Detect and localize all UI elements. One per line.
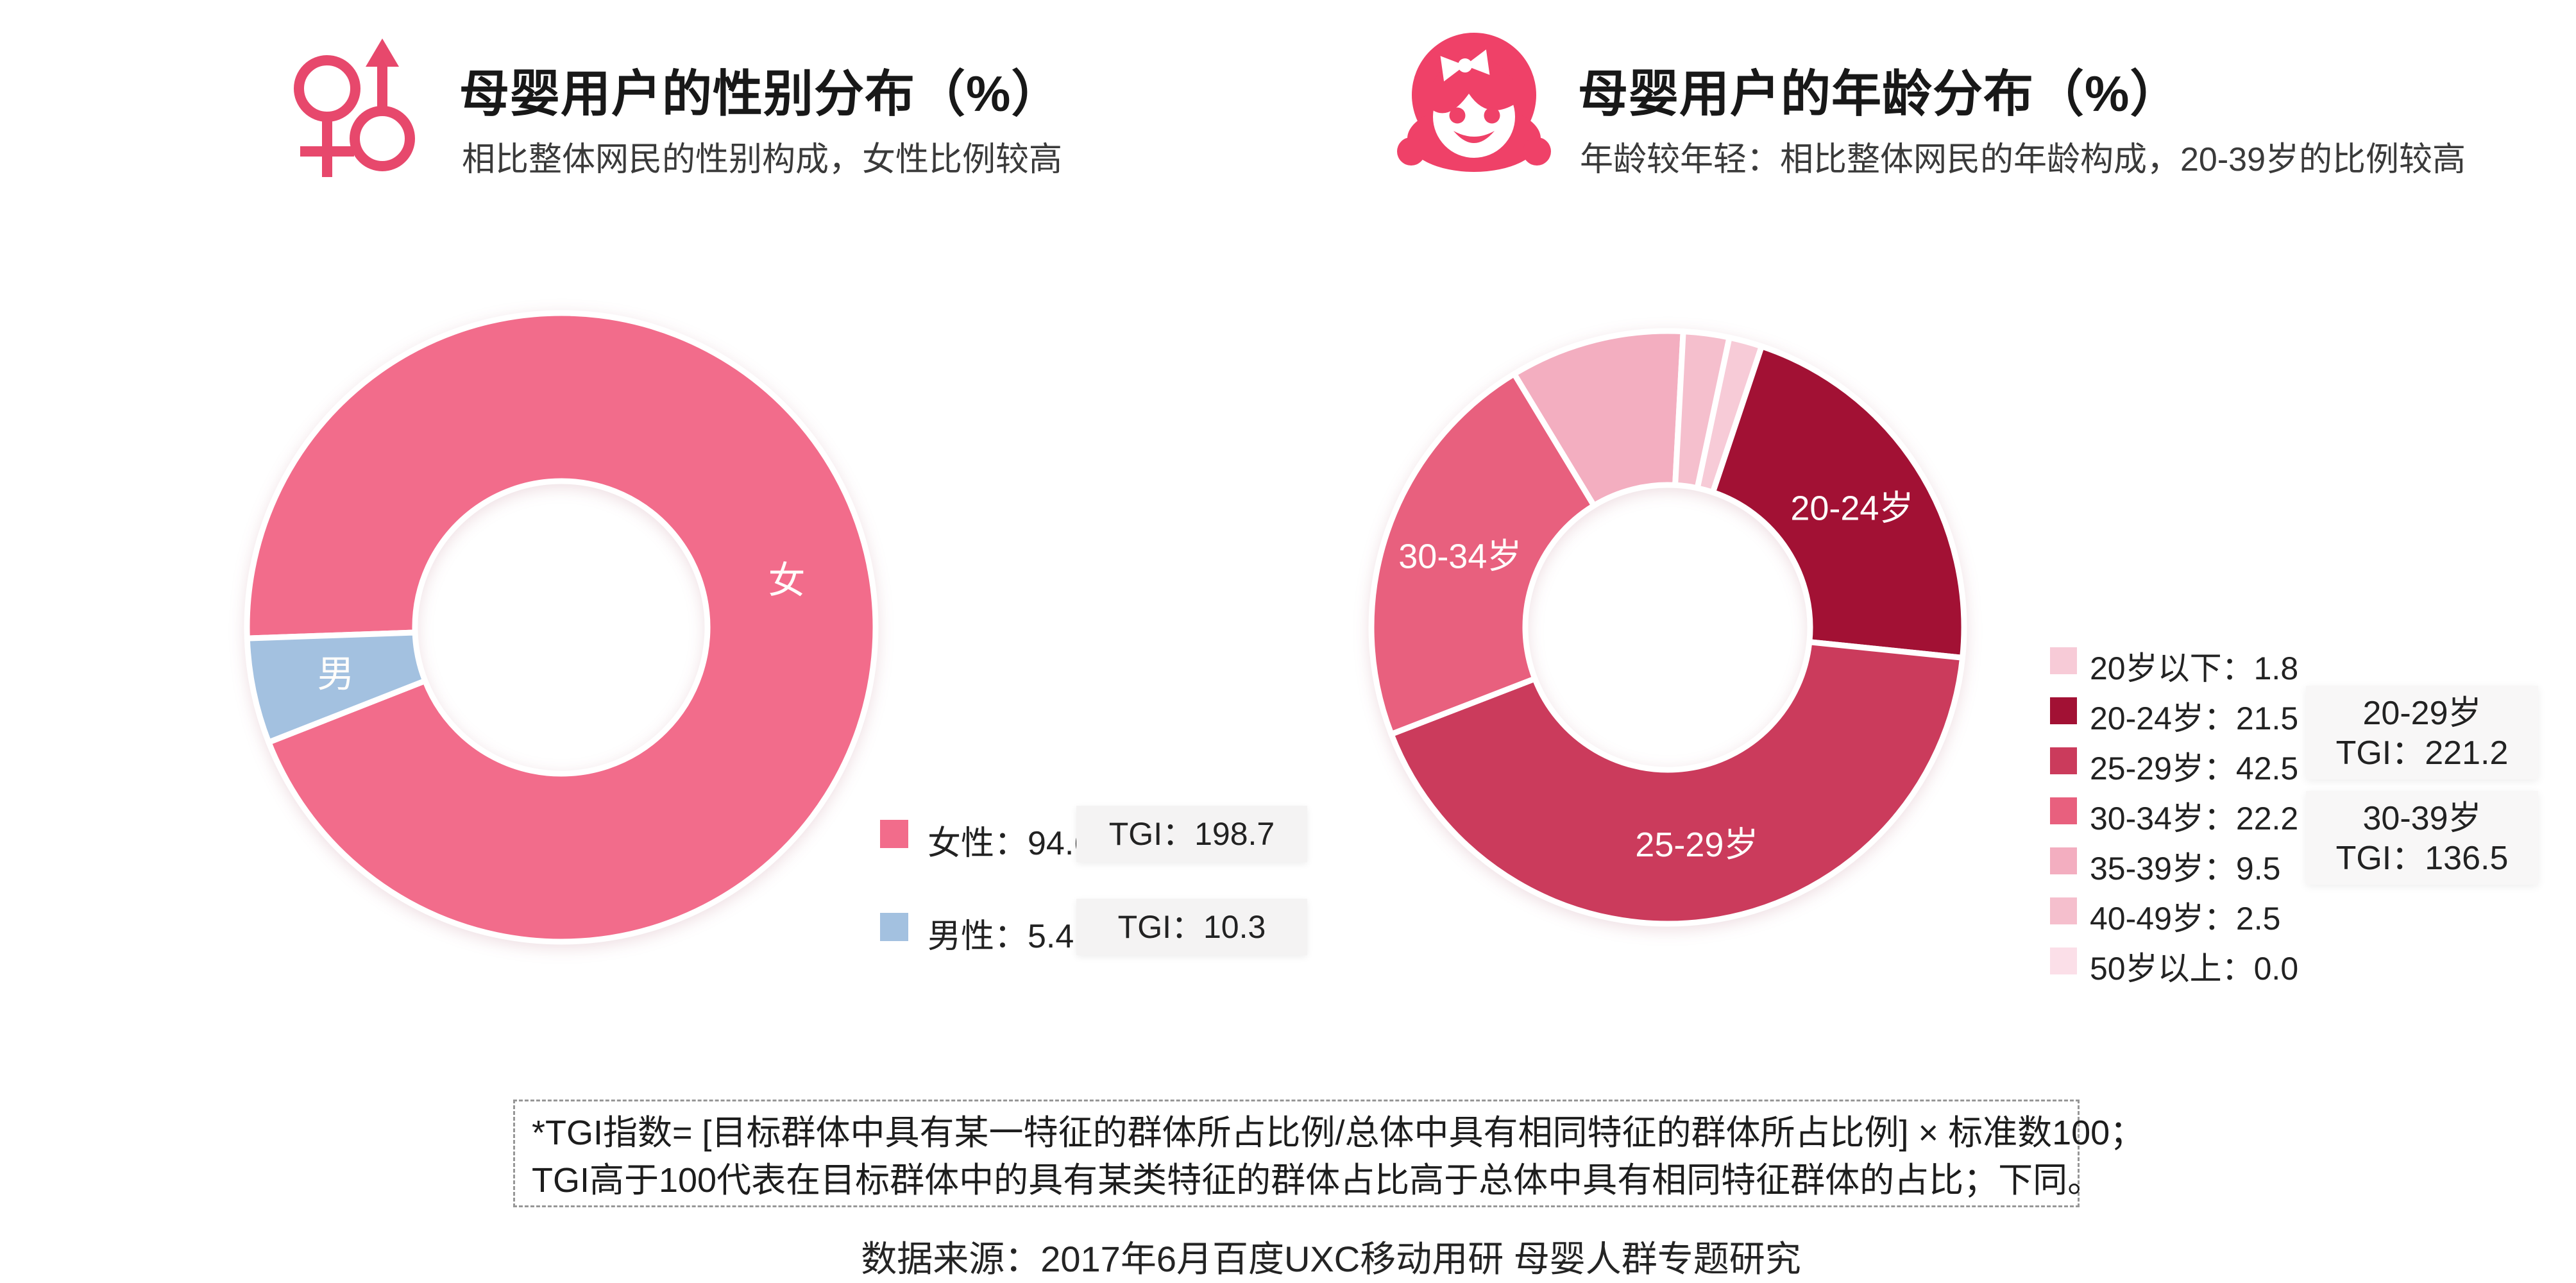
tgi-box-20-29-group: 20-29岁 bbox=[2362, 695, 2482, 732]
age-chart-subtitle: 年龄较年轻：相比整体网民的年龄构成，20-39岁的比例较高 bbox=[1580, 141, 2466, 178]
legend-swatch-over50 bbox=[2050, 947, 2077, 974]
legend-label-under20: 20岁以下：1.8 bbox=[2090, 650, 2299, 686]
legend-swatch-20-24 bbox=[2050, 697, 2077, 724]
legend-swatch-under20 bbox=[2050, 647, 2077, 674]
tgi-note-line2: TGI高于100代表在目标群体中的具有某类特征的群体占比高于总体中具有相同特征群… bbox=[532, 1161, 2103, 1200]
donut-slice-35-39岁 bbox=[1511, 328, 1686, 509]
girl-eye-right bbox=[1484, 107, 1500, 124]
donut-slice-label: 30-34岁 bbox=[1398, 538, 1521, 576]
tgi-definition-note: *TGI指数= [目标群体中具有某一特征的群体所占比例/总体中具有相同特征的群体… bbox=[513, 1100, 2145, 1207]
tgi-box-30-39: 30-39岁 TGI：136.5 bbox=[2306, 791, 2538, 885]
tgi-pill-female: TGI：198.7 bbox=[1076, 806, 1307, 862]
legend-label-25-29: 25-29岁：42.5 bbox=[2090, 751, 2299, 786]
girl-smile bbox=[1453, 131, 1495, 143]
tgi-box-20-29-value: TGI：221.2 bbox=[2335, 735, 2509, 772]
legend-label-30-34: 30-34岁：22.2 bbox=[2090, 801, 2299, 837]
donut-slice-20-24岁 bbox=[1709, 343, 1967, 661]
tgi-note-line1: *TGI指数= [目标群体中具有某一特征的群体所占比例/总体中具有相同特征的群体… bbox=[532, 1114, 2145, 1152]
legend-swatch-male bbox=[880, 913, 908, 941]
legend-swatch-40-49 bbox=[2050, 897, 2077, 924]
legend-label-35-39: 35-39岁：9.5 bbox=[2090, 851, 2281, 887]
donut-slice-label: 女 bbox=[768, 560, 806, 602]
male-arrow-head bbox=[366, 38, 399, 67]
legend-swatch-25-29 bbox=[2050, 747, 2077, 774]
age-chart-title: 母婴用户的年龄分布（%） bbox=[1578, 65, 2181, 122]
girl-eye-left bbox=[1449, 107, 1466, 124]
gender-donut-chart: 女男 bbox=[244, 310, 879, 945]
legend-label-over50: 50岁以上：0.0 bbox=[2090, 951, 2299, 987]
tgi-box-30-39-group: 30-39岁 bbox=[2362, 800, 2482, 837]
legend-swatch-30-34 bbox=[2050, 797, 2077, 824]
legend-swatch-female bbox=[880, 820, 908, 848]
donut-slice-40-49岁 bbox=[1672, 328, 1733, 491]
age-donut-chart: 20-24岁 25-29岁 30-34岁 bbox=[1368, 328, 1967, 927]
donut-slice-label: 20-24岁 bbox=[1790, 489, 1913, 528]
legend-swatch-35-39 bbox=[2050, 847, 2077, 874]
tgi-pill-male: TGI：10.3 bbox=[1076, 899, 1307, 955]
donut-slice-男性 bbox=[244, 629, 428, 745]
gender-symbols-icon bbox=[294, 38, 415, 177]
donut-slice-label: 25-29岁 bbox=[1635, 826, 1758, 864]
gender-chart-subtitle: 相比整体网民的性别构成，女性比例较高 bbox=[462, 141, 1063, 178]
donut-slice-30-34岁 bbox=[1368, 371, 1597, 737]
donut-slice-label: 男 bbox=[317, 653, 354, 695]
gender-chart-title: 母婴用户的性别分布（%） bbox=[459, 65, 1062, 122]
girl-bow bbox=[1440, 49, 1490, 81]
data-source: 数据来源：2017年6月百度UXC移动用研 母婴人群专题研究 bbox=[861, 1239, 1801, 1279]
legend-label-female: 女性：94.6 bbox=[928, 825, 1093, 862]
legend-label-male: 男性：5.4 bbox=[928, 918, 1074, 955]
girl-face-icon bbox=[1397, 33, 1551, 172]
legend-label-40-49: 40-49岁：2.5 bbox=[2090, 901, 2281, 937]
donut-slice-25-29岁 bbox=[1388, 639, 1966, 927]
donut-slice-女性 bbox=[244, 310, 879, 945]
tgi-box-20-29: 20-29岁 TGI：221.2 bbox=[2306, 686, 2538, 779]
tgi-box-30-39-value: TGI：136.5 bbox=[2335, 840, 2509, 877]
legend-label-20-24: 20-24岁：21.5 bbox=[2090, 701, 2299, 736]
